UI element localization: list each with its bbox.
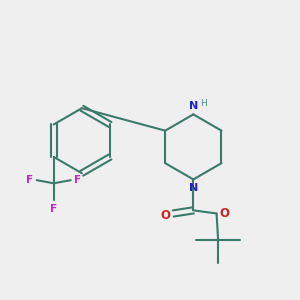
Text: O: O <box>220 207 230 220</box>
Text: N: N <box>189 101 198 111</box>
Text: O: O <box>160 208 170 221</box>
Text: F: F <box>74 175 82 185</box>
Text: F: F <box>50 204 57 214</box>
Text: F: F <box>26 175 33 185</box>
Text: H: H <box>200 99 207 108</box>
Text: N: N <box>189 183 198 193</box>
